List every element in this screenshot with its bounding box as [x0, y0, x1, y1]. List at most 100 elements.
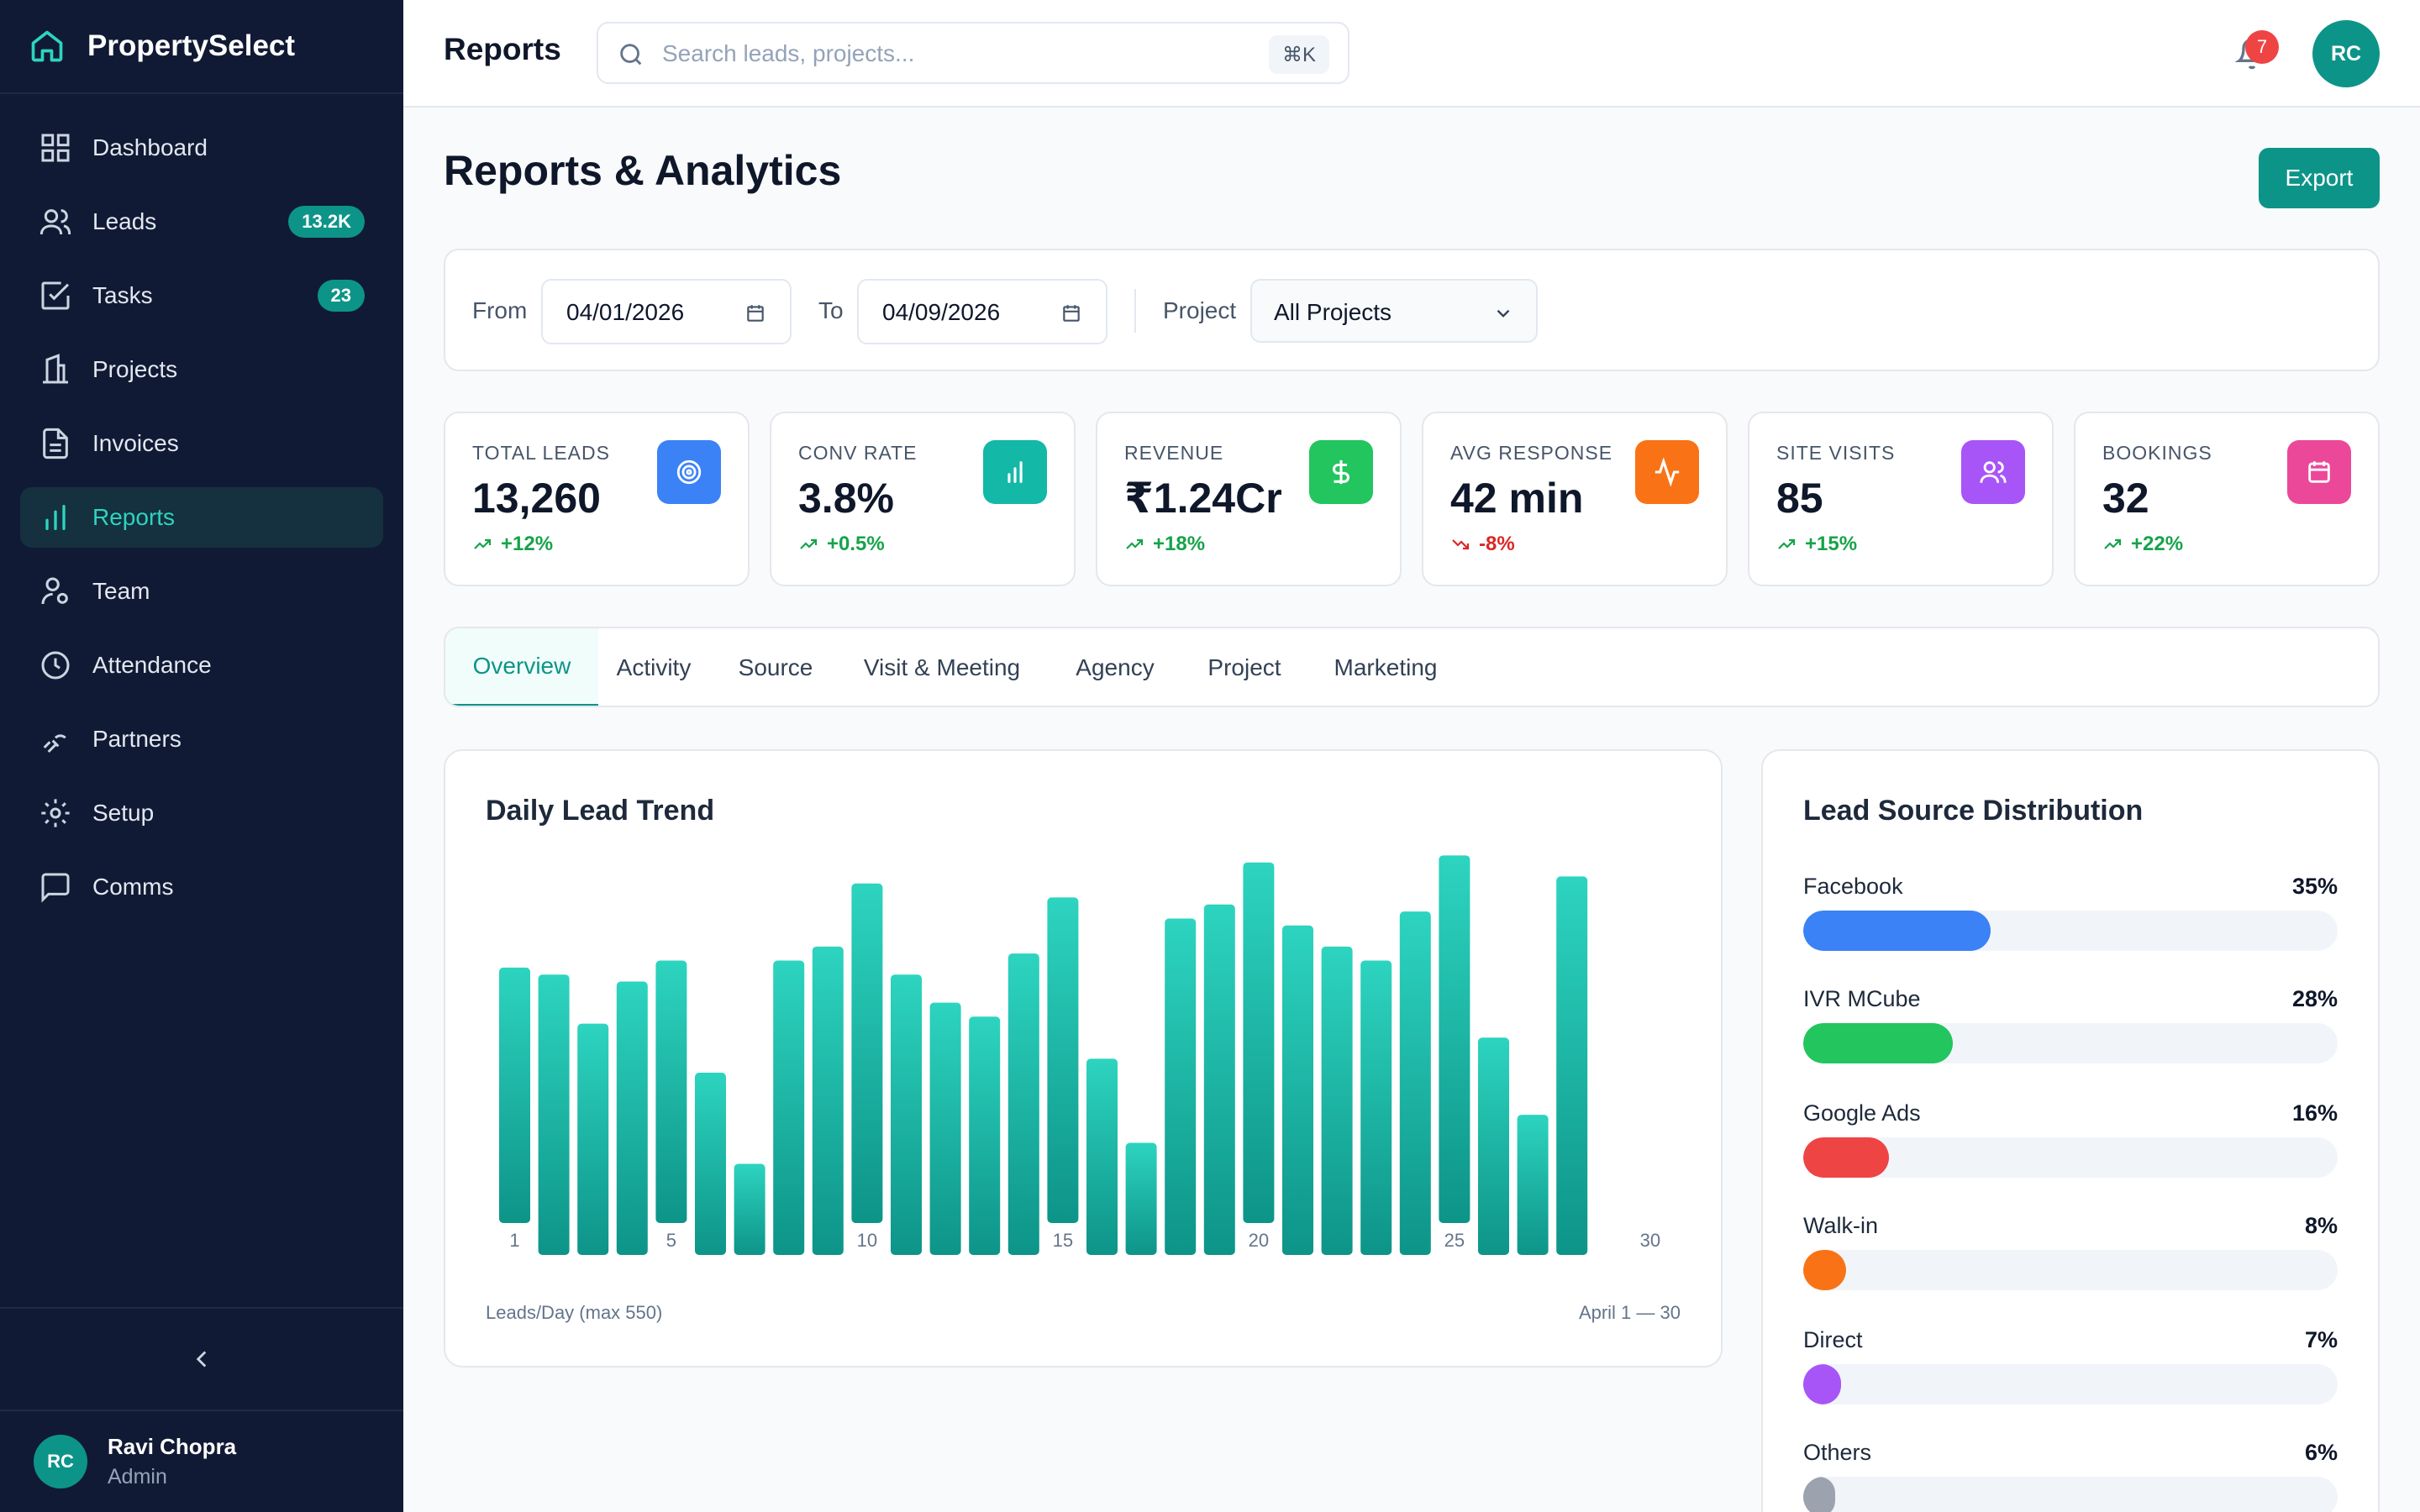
user-role: Admin — [108, 1465, 167, 1488]
to-date-input[interactable]: 04/09/2026 — [857, 279, 1107, 344]
avatar[interactable]: RC — [2312, 20, 2380, 87]
lead-bar-day-26[interactable] — [1478, 1037, 1509, 1255]
brand[interactable]: PropertySelect — [0, 0, 403, 94]
sidebar-item-attendance[interactable]: Attendance — [20, 635, 383, 696]
sidebar-item-tasks[interactable]: Tasks 23 — [20, 265, 383, 326]
stat-value: 42 min — [1450, 475, 1584, 522]
tab-agency[interactable]: Agency — [1076, 654, 1155, 680]
tab-source[interactable]: Source — [738, 654, 813, 680]
source-bar-fill — [1803, 1364, 1841, 1404]
tab-activity[interactable]: Activity — [616, 654, 692, 680]
lead-bar-day-11[interactable] — [891, 974, 922, 1255]
daily-lead-chart: 1 5 10 15 20 25 30 — [499, 855, 1660, 1255]
tab-marketing[interactable]: Marketing — [1334, 654, 1438, 680]
lead-bar-day-4[interactable] — [616, 981, 648, 1255]
trend-up-icon — [1778, 538, 1796, 549]
lead-bar-day-20[interactable] — [1243, 862, 1275, 1223]
tab-visit-meeting[interactable]: Visit & Meeting — [863, 654, 1021, 680]
lead-bar-day-13[interactable] — [969, 1016, 1001, 1255]
chevron-down-icon — [1497, 309, 1510, 318]
stat-value: ₹1.24Cr — [1124, 475, 1282, 522]
lead-bar-day-17[interactable] — [1125, 1142, 1157, 1255]
filter-divider — [1134, 289, 1136, 333]
stat-label: AVG RESPONSE — [1450, 442, 1613, 464]
source-row-walk-in: Walk-in 8% — [1803, 1213, 2338, 1305]
handshake-icon — [43, 734, 66, 753]
x-tick-label: 30 — [1640, 1230, 1660, 1251]
lead-bar-day-22[interactable] — [1321, 946, 1353, 1255]
sidebar-item-dashboard[interactable]: Dashboard — [20, 118, 383, 178]
lead-bar-day-14[interactable] — [1007, 953, 1039, 1255]
tab-overview[interactable]: Overview — [445, 628, 598, 706]
user-name: Ravi Chopra — [108, 1434, 237, 1459]
lead-bar-day-27[interactable] — [1517, 1115, 1549, 1255]
stat-value: 32 — [2102, 475, 2149, 522]
stat-card-conv-rate[interactable]: CONV RATE 3.8% +0.5% — [770, 412, 1076, 586]
calendar-icon — [1063, 305, 1080, 322]
stat-card-site-visits[interactable]: SITE VISITS 85 +15% — [1748, 412, 2054, 586]
lead-bar-day-1[interactable] — [499, 967, 530, 1223]
sidebar-item-partners[interactable]: Partners — [20, 709, 383, 769]
lead-bar-day-8[interactable] — [773, 960, 805, 1255]
project-select[interactable]: All Projects — [1250, 279, 1538, 343]
project-select-value: All Projects — [1274, 299, 1392, 325]
avatar: RC — [34, 1435, 87, 1488]
lead-bar-day-24[interactable] — [1399, 911, 1431, 1255]
sidebar-item-team[interactable]: Team — [20, 561, 383, 622]
sidebar-item-reports[interactable]: Reports — [20, 487, 383, 548]
stat-trend: +22% — [2102, 533, 2183, 556]
bar-chart-icon — [45, 505, 66, 530]
activity-icon — [1635, 440, 1699, 504]
stat-trend: -8% — [1450, 533, 1515, 556]
notification-badge: 7 — [2245, 30, 2279, 64]
lead-bar-day-16[interactable] — [1086, 1058, 1118, 1255]
export-button[interactable]: Export — [2259, 148, 2380, 208]
tab-project[interactable]: Project — [1207, 654, 1281, 680]
to-label: To — [818, 297, 844, 323]
home-icon — [31, 30, 63, 62]
lead-bar-day-2[interactable] — [538, 974, 570, 1255]
source-name: Walk-in — [1803, 1213, 1879, 1238]
collapse-sidebar-button[interactable] — [0, 1307, 403, 1411]
sidebar-item-leads[interactable]: Leads 13.2K — [20, 192, 383, 252]
user-profile[interactable]: RC Ravi Chopra Admin — [0, 1411, 403, 1512]
lead-bar-day-7[interactable] — [734, 1163, 765, 1255]
stat-card-bookings[interactable]: BOOKINGS 32 +22% — [2074, 412, 2380, 586]
lead-bar-day-19[interactable] — [1203, 904, 1235, 1255]
stat-card-total-leads[interactable]: TOTAL LEADS 13,260 +12% — [444, 412, 750, 586]
search-box[interactable]: ⌘K — [597, 22, 1349, 84]
lead-bar-day-21[interactable] — [1282, 925, 1313, 1255]
sidebar-item-invoices[interactable]: Invoices — [20, 413, 383, 474]
lead-bar-day-15[interactable] — [1047, 897, 1079, 1223]
sidebar-item-label: Invoices — [92, 430, 179, 456]
x-tick-label: 5 — [666, 1230, 676, 1251]
calendar-icon — [2287, 440, 2351, 504]
lead-bar-day-12[interactable] — [929, 1002, 961, 1255]
sidebar-item-comms[interactable]: Comms — [20, 857, 383, 917]
gear-icon — [41, 799, 70, 827]
stat-label: SITE VISITS — [1776, 442, 1896, 464]
stat-card-avg-response[interactable]: AVG RESPONSE 42 min -8% — [1422, 412, 1728, 586]
sidebar-item-label: Reports — [92, 504, 176, 530]
lead-bar-day-25[interactable] — [1439, 855, 1470, 1223]
from-date-input[interactable]: 04/01/2026 — [541, 279, 792, 344]
lead-bar-day-28[interactable] — [1556, 876, 1588, 1255]
leads-count-badge: 13.2K — [288, 206, 365, 238]
source-row-others: Others 6% — [1803, 1440, 2338, 1512]
sidebar-item-projects[interactable]: Projects — [20, 339, 383, 400]
stat-card-revenue[interactable]: REVENUE ₹1.24Cr +18% — [1096, 412, 1402, 586]
sidebar-item-setup[interactable]: Setup — [20, 783, 383, 843]
source-bar-fill — [1803, 1477, 1836, 1512]
lead-bar-day-23[interactable] — [1360, 960, 1392, 1255]
lead-bar-day-5[interactable] — [655, 960, 687, 1223]
sidebar-item-label: Partners — [92, 726, 182, 752]
lead-bar-day-18[interactable] — [1165, 918, 1197, 1255]
source-name: IVR MCube — [1803, 986, 1921, 1011]
lead-bar-day-6[interactable] — [695, 1073, 726, 1255]
project-label: Project — [1163, 297, 1237, 323]
stat-value: 3.8% — [798, 475, 894, 522]
search-input[interactable] — [662, 35, 1234, 72]
lead-bar-day-9[interactable] — [812, 946, 844, 1255]
lead-bar-day-10[interactable] — [851, 883, 883, 1223]
lead-bar-day-3[interactable] — [577, 1023, 609, 1255]
